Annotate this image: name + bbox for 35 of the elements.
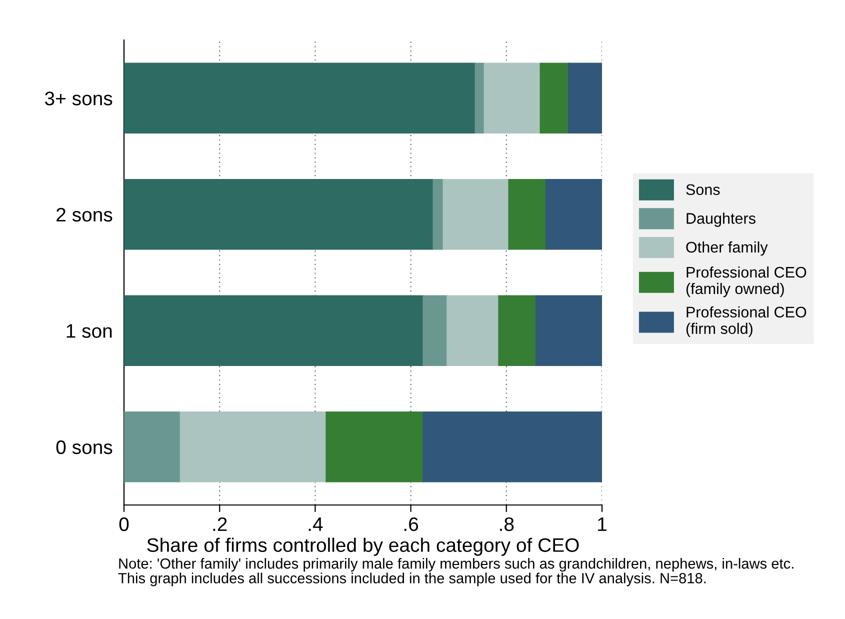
legend-label: Sons xyxy=(686,184,720,196)
text: Note: 'Other family' includes primarily male family members such as grandchildren, nephews, in-laws etc. This graph includes all successions included in the sample used for the IV analysis. N=818. xyxy=(118,558,794,586)
y-tick-label: 2 sons xyxy=(56,208,112,222)
x-tick-label: .8 xyxy=(500,517,514,532)
x-tick-label: 0 xyxy=(119,517,129,532)
bar xyxy=(508,178,547,250)
bar xyxy=(326,411,424,482)
x-tick-label: .6 xyxy=(404,517,418,532)
bar xyxy=(442,178,510,250)
bar xyxy=(535,295,602,366)
y-tick-label: 0 sons xyxy=(56,440,112,454)
bar xyxy=(422,411,602,482)
bar xyxy=(446,295,500,366)
legend-label: Daughters xyxy=(686,212,756,227)
bar xyxy=(498,295,537,366)
y-tick-label: 1 son xyxy=(66,324,112,338)
bar xyxy=(124,62,476,134)
bar xyxy=(124,178,434,250)
legend-label: Professional CEO (family owned) xyxy=(686,266,806,298)
x-axis-title: Share of firms controlled by each category of CEO xyxy=(147,538,579,556)
bar xyxy=(124,295,424,366)
bar xyxy=(180,411,327,482)
bar xyxy=(546,178,602,250)
x-tick-label: .4 xyxy=(308,518,323,531)
bar xyxy=(432,178,444,250)
bar xyxy=(484,62,541,134)
x-tick-label: .2 xyxy=(213,517,227,531)
y-tick-label: 3+ sons xyxy=(44,92,112,106)
bar xyxy=(124,411,181,482)
bar xyxy=(540,62,570,134)
bar xyxy=(568,62,602,134)
legend-label: Other family xyxy=(686,241,768,256)
x-tick-label: 1 xyxy=(598,518,606,531)
legend-label: Professional CEO (firm sold) xyxy=(686,306,806,338)
bar xyxy=(422,295,448,366)
